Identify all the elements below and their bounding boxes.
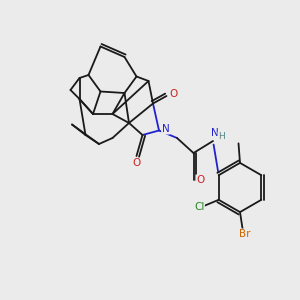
Text: O: O: [132, 158, 141, 169]
Text: N: N: [162, 124, 170, 134]
Text: O: O: [196, 175, 204, 185]
Text: H: H: [218, 132, 225, 141]
Text: Cl: Cl: [194, 202, 204, 212]
Text: N: N: [211, 128, 218, 139]
Text: O: O: [169, 89, 177, 100]
Text: Br: Br: [239, 229, 250, 239]
